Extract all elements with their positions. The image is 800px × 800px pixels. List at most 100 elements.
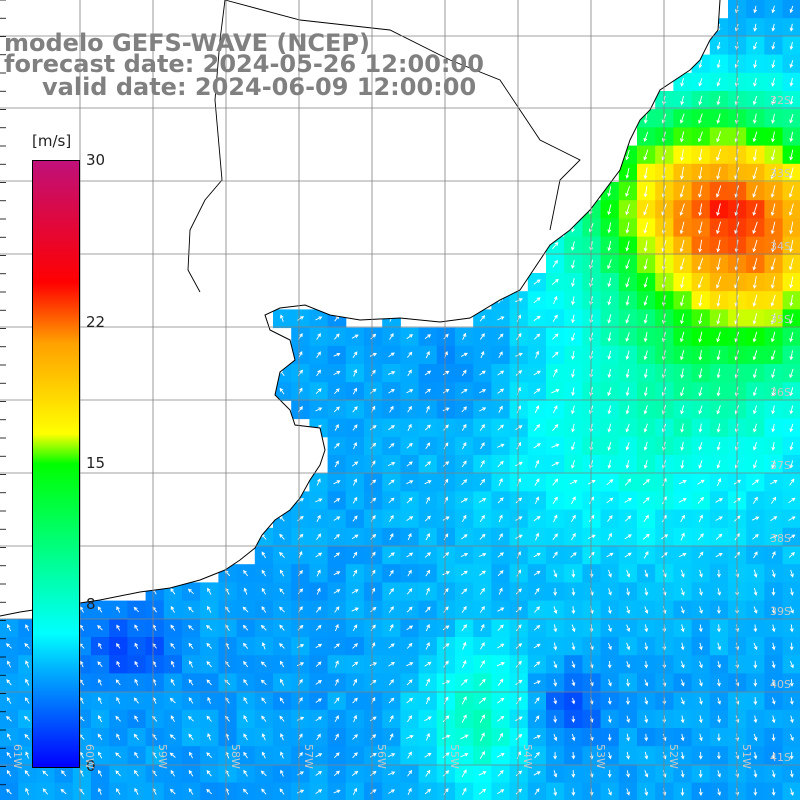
wind-arrow	[716, 368, 721, 379]
wind-arrow	[533, 423, 541, 431]
wind-arrow	[442, 643, 450, 649]
wind-arrow	[334, 623, 339, 632]
wind-arrow	[188, 769, 194, 777]
wind-arrow	[752, 313, 758, 325]
wind-arrow	[388, 442, 395, 449]
wind-arrow	[789, 624, 794, 633]
wind-arrow	[133, 733, 139, 741]
wind-arrow	[443, 424, 449, 431]
wind-arrow	[388, 697, 395, 704]
wind-arrow	[315, 388, 322, 395]
wind-arrow	[788, 516, 796, 521]
wind-arrow	[515, 425, 523, 430]
wind-arrow	[442, 625, 450, 631]
forecast-date: forecast date: 2024-05-26 12:00:00	[4, 50, 484, 78]
latitude-label: 41S	[770, 751, 791, 764]
wind-arrow	[753, 441, 758, 451]
wind-arrow	[789, 405, 794, 415]
wind-arrow	[279, 387, 285, 395]
wind-arrow	[789, 294, 794, 307]
wind-arrow	[297, 316, 304, 321]
wind-arrow	[569, 479, 578, 485]
wind-arrow	[170, 660, 175, 668]
wind-arrow	[644, 642, 649, 651]
wind-arrow	[389, 332, 394, 340]
wind-arrow	[334, 388, 340, 395]
wind-arrow	[242, 624, 249, 631]
wind-arrow	[680, 77, 685, 87]
wind-arrow	[389, 514, 394, 522]
wind-arrow	[169, 734, 176, 740]
wind-arrow	[297, 789, 305, 794]
wind-arrow	[351, 461, 359, 467]
wind-arrow	[753, 751, 758, 760]
wind-arrow	[316, 569, 321, 577]
wind-arrow	[7, 733, 11, 741]
wind-arrow	[425, 769, 431, 777]
wind-arrow	[644, 569, 649, 578]
speed-cell	[0, 782, 19, 800]
wind-arrow	[771, 606, 776, 614]
wind-arrow	[644, 624, 649, 633]
wind-arrow	[716, 113, 721, 124]
wind-arrow	[280, 751, 284, 759]
wind-arrow	[533, 661, 541, 667]
wind-arrow	[771, 113, 775, 124]
wind-arrow	[279, 643, 285, 649]
wind-arrow	[789, 770, 794, 778]
wind-arrow	[316, 351, 321, 359]
wind-arrow	[680, 715, 685, 724]
wind-arrow	[698, 441, 703, 451]
wind-arrow	[315, 624, 322, 631]
wind-arrow	[698, 350, 703, 361]
wind-arrow	[716, 331, 721, 343]
wind-arrow	[790, 587, 794, 596]
wind-arrow	[97, 606, 103, 613]
wind-arrow	[753, 551, 758, 559]
wind-arrow	[353, 368, 358, 377]
wind-arrow	[406, 606, 413, 613]
wind-arrow	[626, 715, 630, 724]
wind-arrow	[607, 240, 612, 252]
wind-arrow	[753, 587, 758, 596]
wind-arrow	[370, 716, 377, 722]
wind-arrow	[753, 5, 758, 14]
wind-arrow	[533, 570, 541, 576]
wind-arrow	[533, 552, 541, 558]
wind-arrow	[315, 789, 323, 794]
wind-arrow	[425, 569, 431, 577]
wind-arrow	[461, 479, 468, 486]
wind-arrow	[261, 751, 266, 759]
wind-arrow	[478, 771, 487, 776]
wind-arrow	[280, 769, 284, 777]
wind-arrow	[279, 551, 285, 558]
wind-arrow	[98, 678, 102, 686]
colorbar	[32, 160, 80, 768]
wind-arrow	[352, 697, 358, 704]
wind-arrow	[715, 552, 723, 558]
wind-arrow	[407, 751, 412, 759]
wind-arrow	[333, 589, 341, 594]
wind-arrow	[425, 696, 430, 705]
wind-arrow	[607, 733, 612, 742]
wind-arrow	[698, 313, 703, 325]
wind-arrow	[643, 441, 648, 451]
wind-arrow	[515, 716, 523, 722]
wind-arrow	[535, 532, 540, 541]
speed-cell	[782, 655, 800, 674]
wind-arrow	[479, 660, 485, 668]
wind-arrow	[370, 442, 377, 449]
wind-arrow	[752, 496, 758, 504]
wind-arrow	[679, 258, 685, 271]
wind-arrow	[370, 388, 377, 394]
wind-arrow	[461, 696, 467, 705]
wind-arrow	[97, 661, 103, 667]
wind-arrow	[588, 223, 594, 233]
wind-arrow	[771, 239, 775, 253]
wind-arrow	[770, 294, 776, 307]
wind-arrow	[679, 295, 685, 307]
wind-arrow	[553, 642, 558, 651]
wind-arrow	[608, 751, 612, 760]
wind-arrow	[716, 460, 721, 469]
wind-arrow	[515, 679, 523, 686]
